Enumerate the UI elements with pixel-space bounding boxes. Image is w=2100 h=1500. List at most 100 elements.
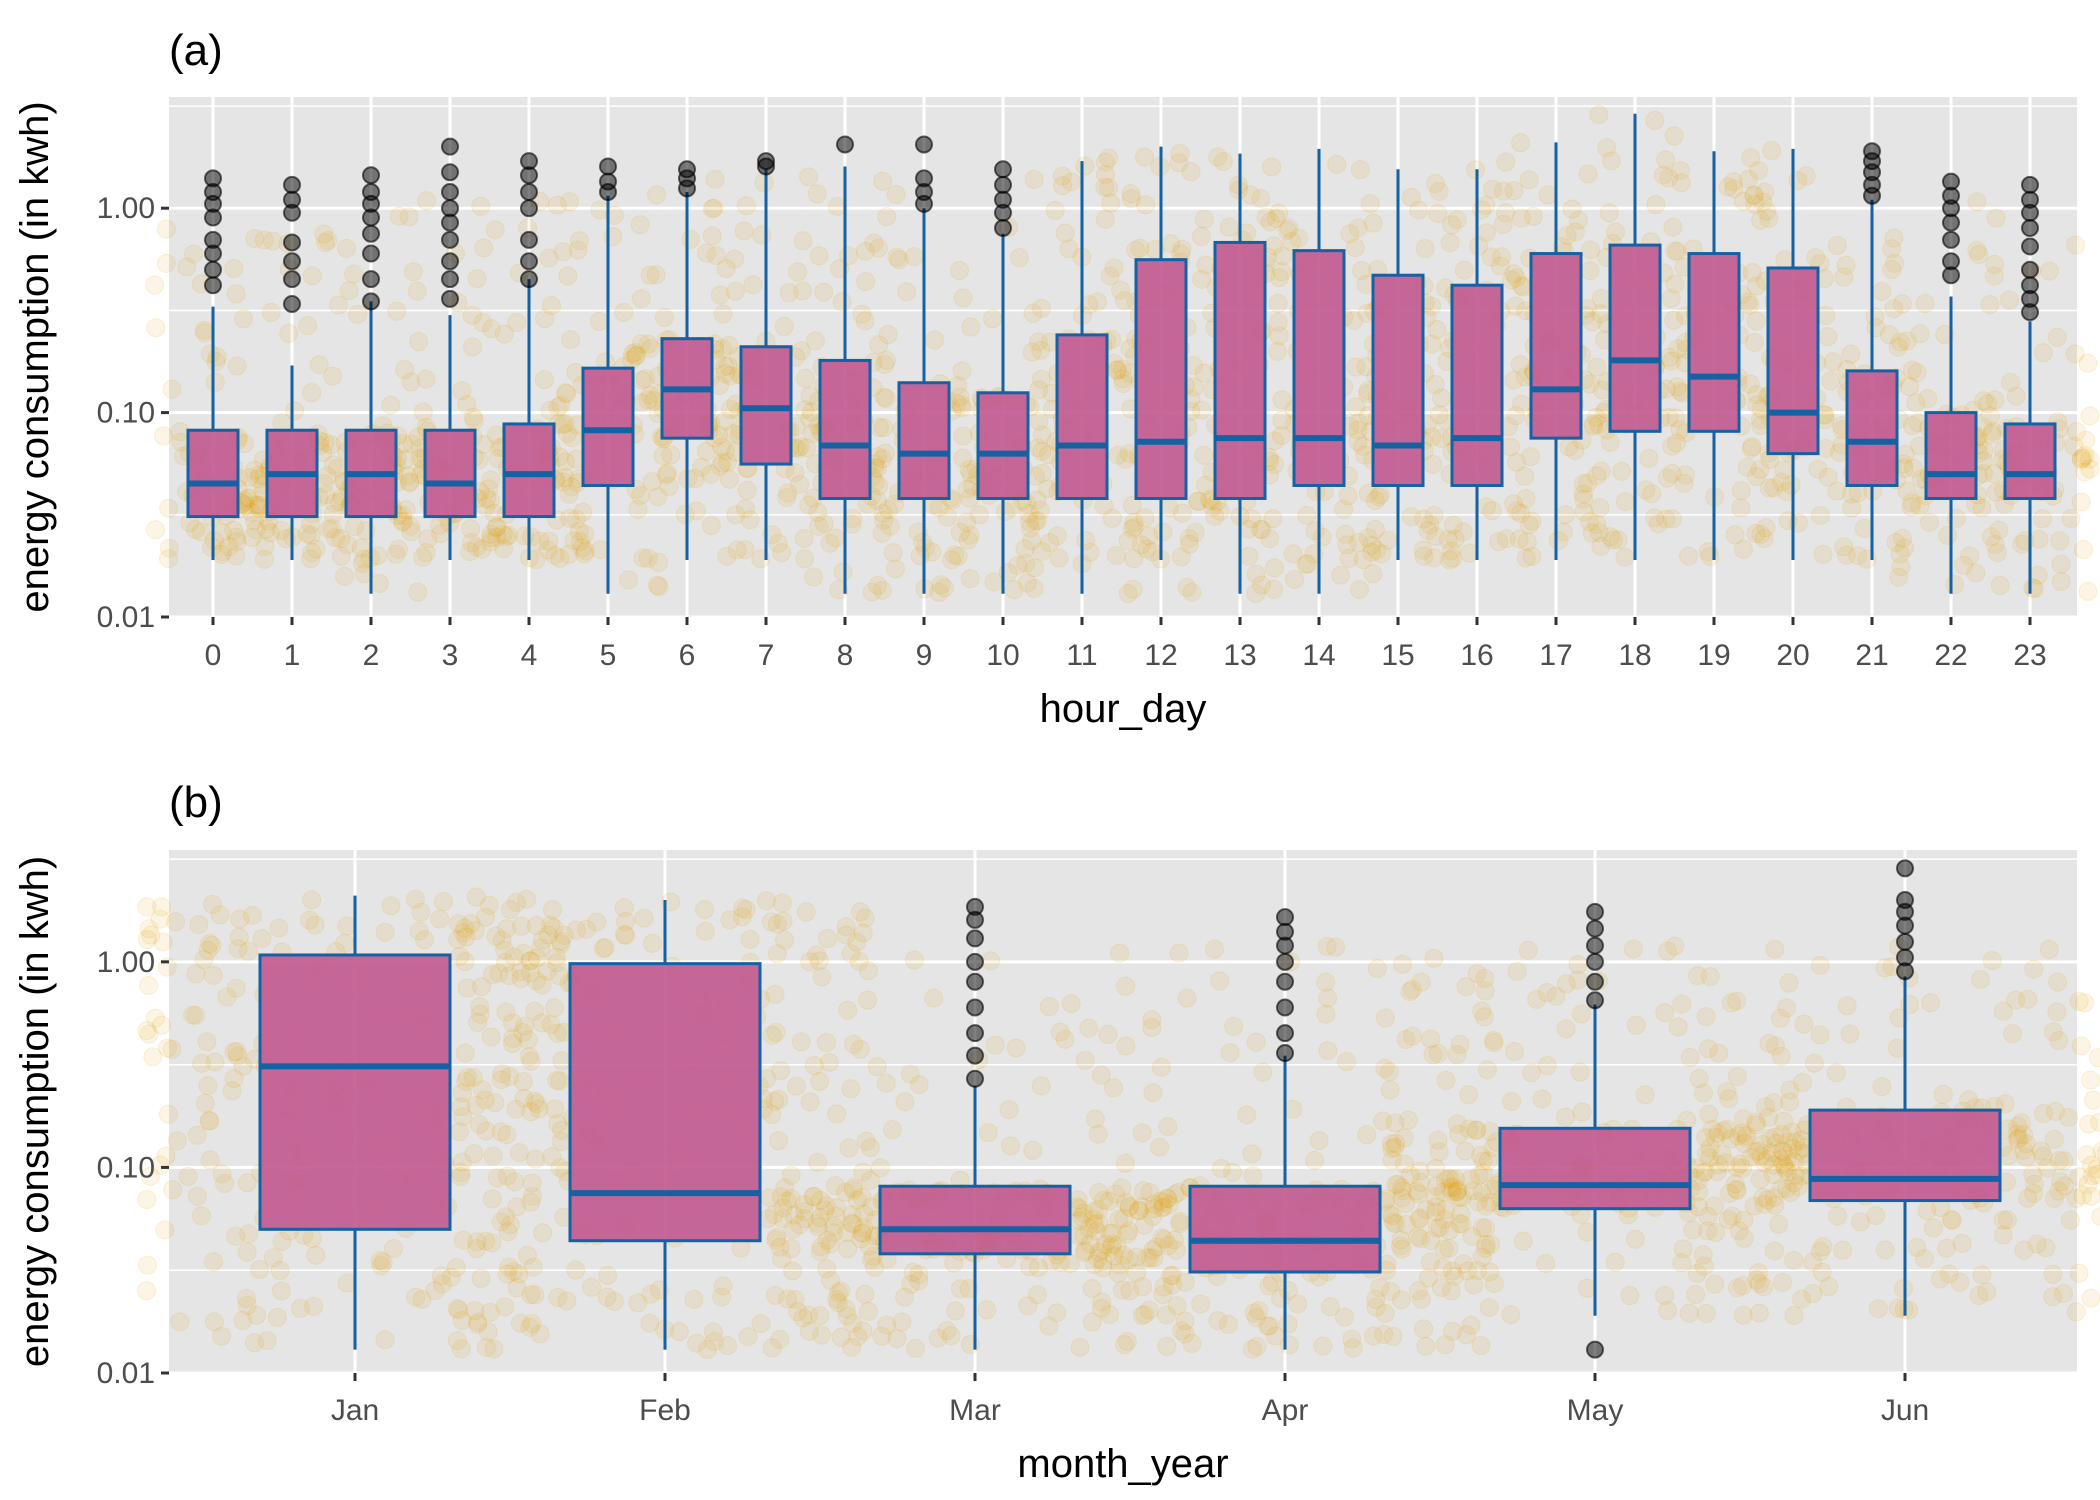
jitter-point — [1106, 546, 1126, 566]
jitter-point — [1781, 475, 1801, 495]
jitter-point — [799, 495, 819, 515]
jitter-point — [1353, 550, 1373, 570]
jitter-point — [735, 499, 755, 519]
jitter-point — [496, 527, 516, 547]
jitter-point — [1061, 172, 1081, 192]
jitter-point — [942, 550, 962, 570]
jitter-point — [1442, 215, 1462, 235]
jitter-point — [1565, 222, 1585, 242]
jitter-point — [493, 524, 513, 544]
jitter-point — [841, 1079, 861, 1099]
jitter-point — [647, 575, 667, 595]
x-tick-label: 2 — [363, 639, 380, 672]
jitter-point — [948, 546, 968, 566]
jitter-point — [695, 921, 715, 941]
jitter-point — [715, 411, 735, 431]
jitter-point — [1024, 169, 1044, 189]
jitter-point — [809, 516, 829, 536]
jitter-point — [1242, 1144, 1262, 1164]
jitter-point — [1665, 241, 1685, 261]
jitter-point — [1836, 545, 1856, 565]
jitter-point — [506, 893, 526, 913]
jitter-point — [477, 1337, 497, 1357]
jitter-point — [1348, 420, 1368, 440]
jitter-point — [1462, 1226, 1482, 1246]
jitter-point — [1608, 530, 1628, 550]
jitter-point — [1285, 569, 1305, 589]
jitter-point — [794, 528, 814, 548]
jitter-point — [582, 1277, 602, 1297]
jitter-point — [337, 1273, 357, 1293]
jitter-point — [981, 951, 1001, 971]
jitter-point — [204, 1252, 224, 1272]
jitter-point — [1702, 1119, 1722, 1139]
jitter-point — [354, 549, 374, 569]
jitter-point — [302, 383, 322, 403]
x-tick-label: 11 — [1066, 639, 1097, 672]
jitter-point — [1100, 1304, 1120, 1324]
outlier-point — [599, 157, 617, 176]
jitter-point — [1297, 505, 1317, 525]
jitter-point — [472, 1080, 492, 1100]
jitter-point — [526, 550, 546, 570]
jitter-point — [506, 1099, 526, 1119]
jitter-point — [885, 559, 905, 579]
jitter-point — [852, 304, 872, 324]
jitter-point — [1032, 541, 1052, 561]
jitter-point — [544, 998, 564, 1018]
box-iqr — [1498, 1126, 1692, 1211]
jitter-point — [1118, 583, 1138, 603]
jitter-point — [224, 1069, 244, 1089]
jitter-point — [1317, 936, 1337, 956]
jitter-point — [1578, 164, 1598, 184]
jitter-point — [139, 976, 159, 996]
jitter-point — [1997, 1210, 2017, 1230]
jitter-point — [237, 1173, 257, 1193]
jitter-point — [2050, 531, 2070, 551]
jitter-point — [735, 540, 755, 560]
jitter-point — [1986, 208, 2006, 228]
jitter-point — [752, 225, 772, 245]
jitter-point — [2079, 1114, 2099, 1134]
jitter-point — [572, 538, 592, 558]
jitter-point — [1423, 1045, 1443, 1065]
jitter-point — [184, 244, 204, 264]
jitter-point — [538, 540, 558, 560]
box-iqr — [568, 962, 762, 1243]
jitter-point — [1260, 529, 1280, 549]
jitter-point — [1784, 1173, 1804, 1193]
jitter-point — [1331, 565, 1351, 585]
jitter-point — [1665, 274, 1685, 294]
jitter-point — [1689, 1069, 1709, 1089]
jitter-point — [230, 909, 250, 929]
jitter-point — [1251, 575, 1271, 595]
jitter-point — [875, 443, 895, 463]
jitter-point — [575, 525, 595, 545]
jitter-point — [227, 1041, 247, 1061]
jitter-point — [628, 1293, 648, 1313]
jitter-point — [1177, 988, 1197, 1008]
jitter-point — [1367, 959, 1387, 979]
jitter-point — [874, 510, 894, 530]
jitter-point — [984, 572, 1004, 592]
x-tick-label: 3 — [442, 639, 459, 672]
panel-tag: (b) — [169, 778, 223, 827]
jitter-point — [409, 921, 429, 941]
box-iqr — [1766, 266, 1820, 456]
jitter-point — [951, 394, 971, 414]
jitter-point — [1937, 1238, 1957, 1258]
jitter-point — [1754, 529, 1774, 549]
jitter-point — [200, 344, 220, 364]
jitter-point — [719, 469, 739, 489]
jitter-point — [464, 410, 484, 430]
jitter-point — [716, 259, 736, 279]
jitter-point — [869, 476, 889, 496]
jitter-point — [1264, 454, 1284, 474]
jitter-point — [1210, 501, 1230, 521]
jitter-point — [245, 229, 265, 249]
jitter-point — [1577, 1222, 1597, 1242]
jitter-point — [1796, 166, 1816, 186]
jitter-point — [957, 479, 977, 499]
outlier-point — [994, 160, 1012, 179]
jitter-point — [1134, 147, 1154, 167]
